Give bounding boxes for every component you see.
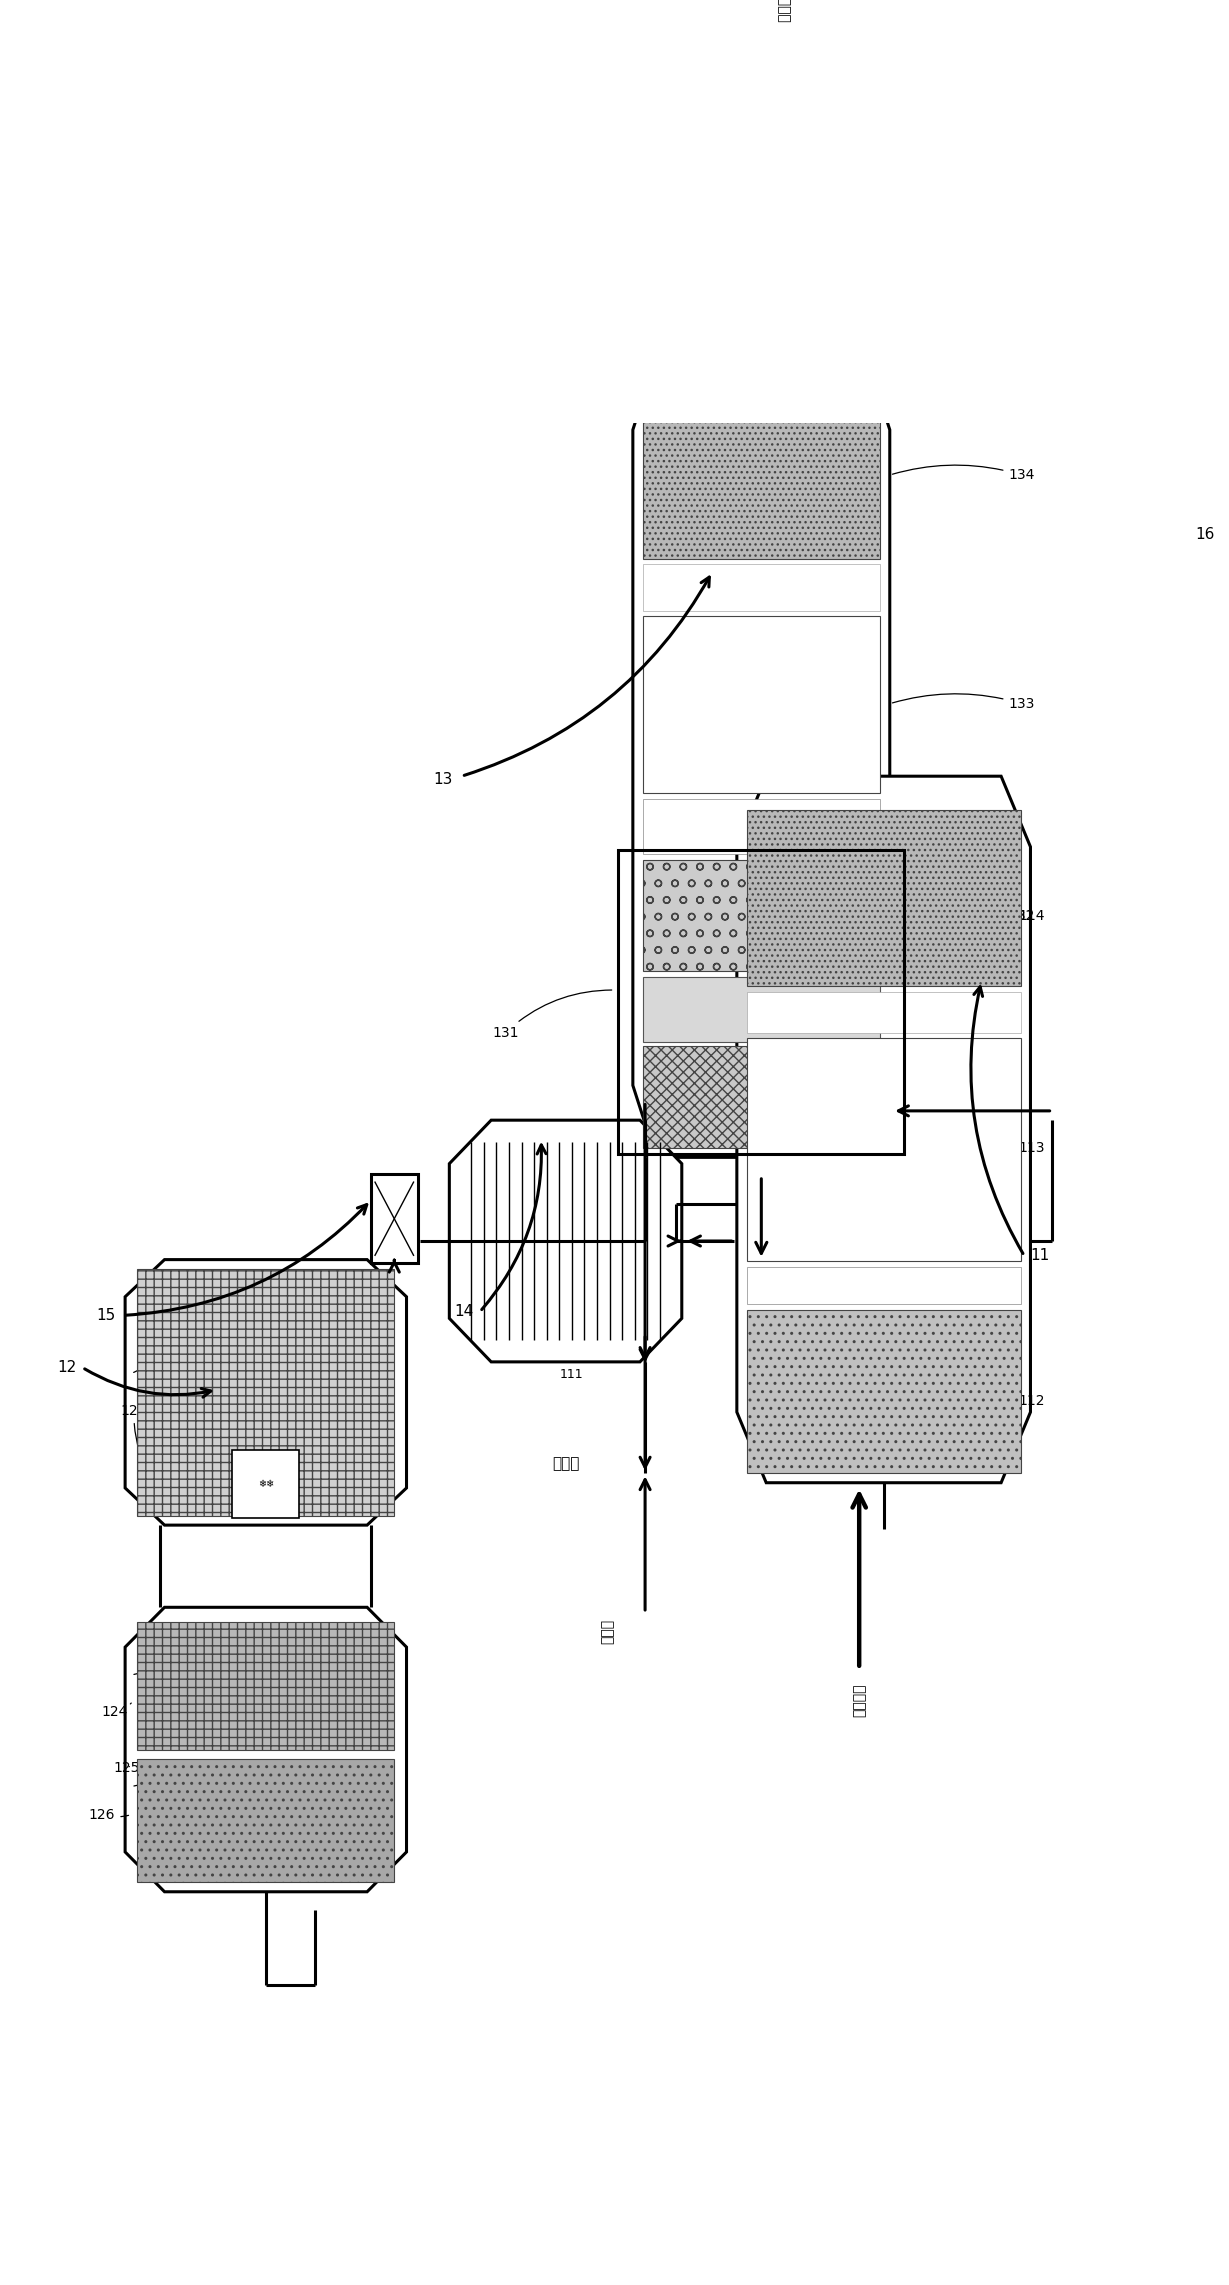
Text: 114: 114 bbox=[1019, 909, 1045, 923]
Text: 113: 113 bbox=[1019, 1140, 1045, 1154]
Bar bbox=[643, 797, 880, 855]
Bar bbox=[643, 859, 880, 971]
Circle shape bbox=[725, 206, 798, 318]
Text: 111: 111 bbox=[559, 1369, 583, 1382]
Text: 122: 122 bbox=[134, 1668, 184, 1682]
Polygon shape bbox=[633, 359, 890, 1158]
Bar bbox=[643, 564, 880, 610]
Text: 16: 16 bbox=[1196, 528, 1215, 542]
Text: 126: 126 bbox=[88, 1807, 129, 1821]
Text: 125: 125 bbox=[113, 1762, 140, 1775]
Text: ❄❄: ❄❄ bbox=[258, 1478, 274, 1490]
Text: 15: 15 bbox=[96, 1307, 116, 1323]
Bar bbox=[747, 992, 1020, 1033]
Text: 133: 133 bbox=[892, 695, 1035, 711]
Text: 131: 131 bbox=[492, 989, 612, 1040]
Text: 122: 122 bbox=[134, 1357, 184, 1373]
Bar bbox=[138, 1622, 395, 1750]
Text: 11: 11 bbox=[1030, 1248, 1050, 1264]
Text: 124: 124 bbox=[101, 1702, 132, 1718]
Bar bbox=[643, 978, 880, 1042]
Text: 132: 132 bbox=[892, 905, 1035, 923]
Bar bbox=[643, 617, 880, 793]
Bar bbox=[747, 1309, 1020, 1474]
Text: 112: 112 bbox=[1019, 1394, 1045, 1408]
Bar bbox=[643, 1047, 880, 1147]
Text: 121: 121 bbox=[247, 1312, 392, 1328]
Bar bbox=[138, 1268, 395, 1515]
Bar bbox=[138, 1759, 395, 1883]
Bar bbox=[643, 391, 880, 558]
Text: 12: 12 bbox=[57, 1360, 76, 1376]
Polygon shape bbox=[125, 1259, 407, 1524]
Text: 123: 123 bbox=[120, 1403, 152, 1481]
Bar bbox=[747, 809, 1020, 987]
Bar bbox=[371, 1174, 418, 1264]
Text: 排出至大气: 排出至大气 bbox=[777, 0, 790, 23]
Text: 122: 122 bbox=[134, 1780, 175, 1794]
Text: 排出气体: 排出气体 bbox=[852, 1684, 866, 1716]
Text: 还原剂: 还原剂 bbox=[552, 1456, 579, 1472]
Bar bbox=[618, 850, 905, 1154]
Text: 14: 14 bbox=[455, 1305, 474, 1318]
Polygon shape bbox=[737, 777, 1030, 1483]
Polygon shape bbox=[125, 1606, 407, 1892]
Polygon shape bbox=[450, 1120, 682, 1362]
Text: 13: 13 bbox=[434, 772, 454, 788]
Bar bbox=[747, 1037, 1020, 1261]
Text: 洗涤水: 洗涤水 bbox=[601, 1618, 614, 1643]
Bar bbox=[232, 1451, 300, 1517]
Bar bbox=[747, 1268, 1020, 1305]
Text: 134: 134 bbox=[892, 466, 1035, 482]
